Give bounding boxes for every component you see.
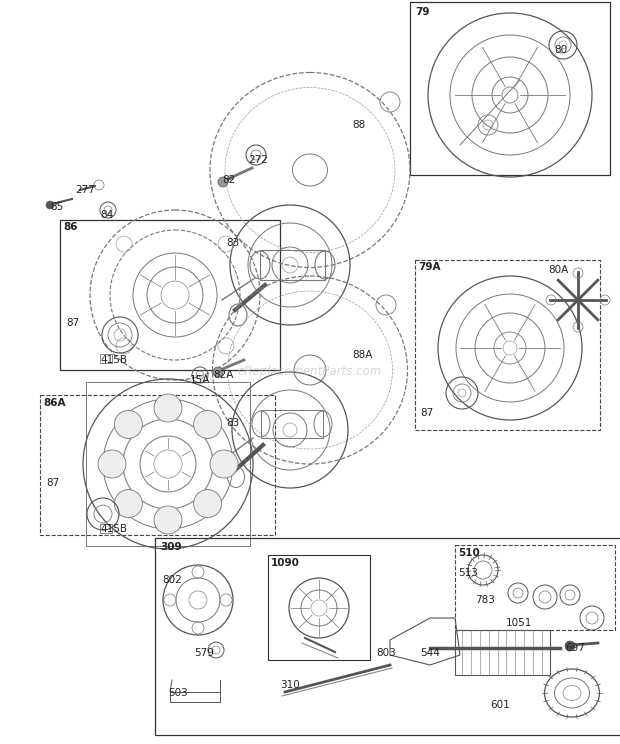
Text: 88: 88 bbox=[352, 120, 365, 130]
Text: 579: 579 bbox=[194, 648, 214, 658]
Bar bbox=[100, 524, 112, 533]
Bar bbox=[261, 410, 323, 438]
Circle shape bbox=[46, 201, 54, 209]
Circle shape bbox=[210, 450, 238, 478]
Bar bbox=[455, 545, 615, 630]
Text: 83: 83 bbox=[226, 238, 239, 248]
Text: 82A: 82A bbox=[213, 370, 233, 380]
Bar bbox=[410, 2, 610, 175]
Text: 310: 310 bbox=[280, 680, 299, 690]
Circle shape bbox=[115, 490, 143, 518]
Text: 544: 544 bbox=[420, 648, 440, 658]
Text: 87: 87 bbox=[66, 318, 79, 328]
Circle shape bbox=[115, 411, 143, 438]
Circle shape bbox=[193, 490, 221, 518]
Text: eReplacementParts.com: eReplacementParts.com bbox=[238, 365, 382, 379]
Circle shape bbox=[565, 641, 575, 651]
Bar bbox=[260, 250, 325, 280]
Circle shape bbox=[98, 450, 126, 478]
Text: 80: 80 bbox=[554, 45, 567, 55]
Text: 601: 601 bbox=[490, 700, 510, 710]
Circle shape bbox=[213, 367, 223, 377]
Text: 510: 510 bbox=[458, 548, 480, 558]
Bar bbox=[40, 395, 275, 535]
Text: 79: 79 bbox=[415, 7, 430, 17]
Circle shape bbox=[193, 411, 221, 438]
Text: 513: 513 bbox=[458, 568, 478, 578]
Text: 277: 277 bbox=[75, 185, 95, 195]
Text: 86A: 86A bbox=[43, 398, 66, 408]
Text: 272: 272 bbox=[248, 155, 268, 165]
Text: 415B: 415B bbox=[100, 524, 127, 534]
Text: 84: 84 bbox=[100, 210, 113, 220]
Text: 86: 86 bbox=[63, 222, 78, 232]
Bar bbox=[415, 260, 600, 430]
Text: 783: 783 bbox=[475, 595, 495, 605]
Text: 802: 802 bbox=[162, 575, 182, 585]
Bar bbox=[100, 354, 112, 363]
Text: 87: 87 bbox=[420, 408, 433, 418]
Text: 415B: 415B bbox=[100, 355, 127, 365]
Text: 309: 309 bbox=[160, 542, 182, 552]
Bar bbox=[268, 555, 370, 660]
Text: 697: 697 bbox=[565, 643, 585, 653]
Text: 85: 85 bbox=[50, 202, 63, 212]
Text: 80A: 80A bbox=[548, 265, 569, 275]
Text: 88A: 88A bbox=[352, 350, 373, 360]
Text: 503: 503 bbox=[168, 688, 188, 698]
Bar bbox=[60, 220, 280, 370]
Text: 87: 87 bbox=[46, 478, 60, 488]
Bar bbox=[155, 538, 620, 735]
Text: 1051: 1051 bbox=[506, 618, 533, 628]
Circle shape bbox=[154, 394, 182, 422]
Text: 82: 82 bbox=[222, 175, 235, 185]
Circle shape bbox=[218, 177, 228, 187]
Text: 15A: 15A bbox=[190, 375, 210, 385]
Circle shape bbox=[154, 506, 182, 534]
Text: 83: 83 bbox=[226, 418, 239, 428]
Text: 1090: 1090 bbox=[271, 558, 300, 568]
Text: 803: 803 bbox=[376, 648, 396, 658]
Bar bbox=[86, 382, 250, 546]
Text: 79A: 79A bbox=[418, 262, 440, 272]
Bar bbox=[455, 630, 550, 675]
